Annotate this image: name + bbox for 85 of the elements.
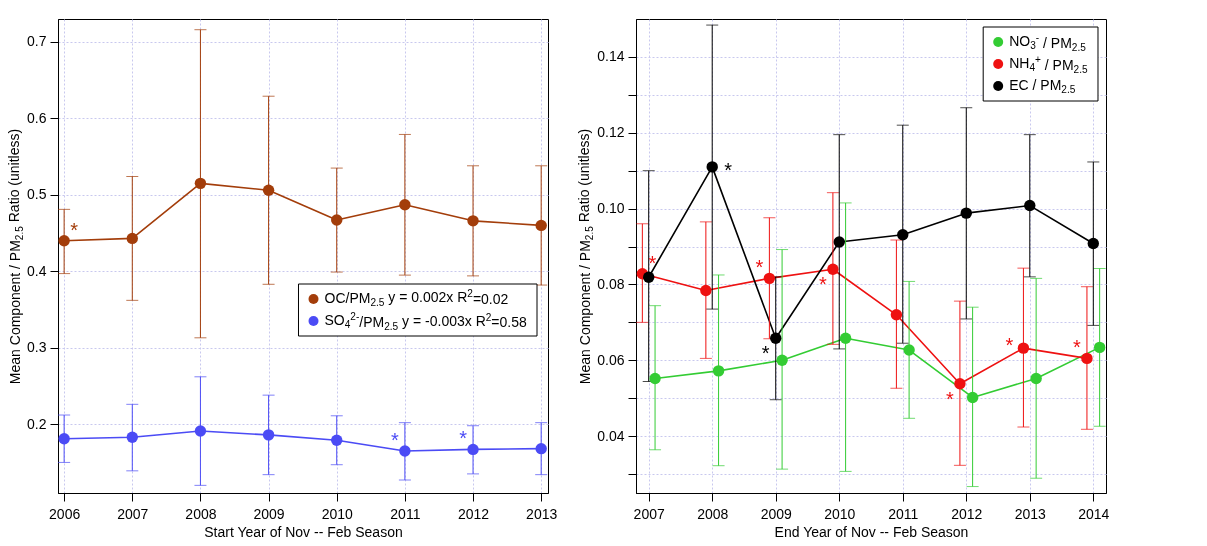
legend-label: OC/PM$_{2.5}$ y = 0.002x R$^{2}$=0.02 xyxy=(324,288,509,309)
point xyxy=(763,272,776,285)
x-tick-label: 2011 xyxy=(888,505,919,522)
legend-label: EC / PM$_{2.5}$ xyxy=(1009,77,1076,96)
annotation: * xyxy=(648,251,657,274)
point xyxy=(649,372,661,385)
annotation: * xyxy=(724,158,733,181)
legend-label: NH$_{4}$$^{+}$ / PM$_{2.5}$ xyxy=(1009,54,1088,75)
x-axis-title: Start Year of Nov -- Feb Season xyxy=(204,523,403,540)
point xyxy=(331,214,343,226)
point xyxy=(399,445,411,457)
y-tick-label: 0.08 xyxy=(597,275,625,292)
point xyxy=(58,433,70,445)
point xyxy=(706,161,718,173)
y-tick-label: 0.04 xyxy=(597,427,625,444)
point xyxy=(827,263,839,275)
y-tick-label: 0.14 xyxy=(597,48,625,65)
annotation: * xyxy=(946,387,955,410)
point xyxy=(1087,237,1099,250)
point xyxy=(58,235,70,247)
y-tick-label: 0.7 xyxy=(27,33,47,50)
point xyxy=(700,284,712,297)
point xyxy=(776,354,788,366)
annotation: * xyxy=(70,218,79,241)
x-axis-title: End Year of Nov -- Feb Season xyxy=(774,523,969,540)
x-tick-label: 2006 xyxy=(49,505,81,522)
point xyxy=(890,309,903,321)
x-tick-label: 2013 xyxy=(1014,505,1047,522)
point xyxy=(839,332,852,344)
x-tick-label: 2009 xyxy=(253,505,285,522)
annotation: * xyxy=(818,273,827,296)
y-tick-label: 0.12 xyxy=(597,124,625,141)
annotation: * xyxy=(1005,334,1014,357)
point xyxy=(262,184,275,196)
point xyxy=(966,391,979,404)
point xyxy=(712,365,725,377)
point xyxy=(903,344,915,356)
x-tick-label: 2014 xyxy=(1078,505,1110,522)
point xyxy=(1017,342,1030,354)
point xyxy=(331,434,343,446)
x-tick-label: 2010 xyxy=(824,505,856,522)
point xyxy=(126,431,138,443)
annotation: * xyxy=(761,342,770,365)
point xyxy=(399,199,411,211)
x-tick-label: 2007 xyxy=(633,505,665,522)
annotation: * xyxy=(390,428,399,451)
point xyxy=(1081,352,1093,365)
point xyxy=(1030,372,1042,385)
x-tick-label: 2011 xyxy=(390,505,421,522)
x-tick-label: 2010 xyxy=(321,505,354,522)
x-tick-label: 2013 xyxy=(526,505,558,522)
x-tick-label: 2012 xyxy=(951,505,983,522)
annotation: * xyxy=(459,427,468,450)
y-tick-label: 0.6 xyxy=(27,109,47,126)
y-tick-label: 0.06 xyxy=(597,351,625,368)
point xyxy=(535,219,547,232)
y-tick-label: 0.4 xyxy=(27,262,47,279)
point xyxy=(1093,341,1106,354)
point xyxy=(770,332,782,344)
y-tick-label: 0.3 xyxy=(27,339,47,356)
point xyxy=(262,429,275,441)
x-tick-label: 2008 xyxy=(185,505,217,522)
point xyxy=(467,443,479,456)
y-tick-label: 0.5 xyxy=(27,186,47,203)
legend-label: NO$_{3}$$^{-}$ / PM$_{2.5}$ xyxy=(1009,32,1087,53)
point xyxy=(897,229,909,241)
point xyxy=(954,378,966,390)
x-tick-label: 2009 xyxy=(760,505,793,522)
x-tick-label: 2008 xyxy=(697,505,729,522)
point xyxy=(194,177,207,190)
annotation: * xyxy=(755,256,764,279)
point xyxy=(643,271,655,283)
point xyxy=(467,215,479,227)
y-tick-label: 0.10 xyxy=(597,200,625,217)
point xyxy=(194,425,207,437)
x-tick-label: 2012 xyxy=(457,505,490,522)
y-tick-label: 0.2 xyxy=(27,415,47,432)
x-tick-label: 2007 xyxy=(117,505,149,522)
annotation: * xyxy=(1073,336,1082,359)
point xyxy=(535,442,547,455)
point xyxy=(126,232,138,245)
point xyxy=(833,236,845,248)
point xyxy=(960,207,972,219)
legend-label: SO$_{4}$$^{2-}$/PM$_{2.5}$ y = -0.003x R$^{2}$=0.58 xyxy=(324,311,527,332)
point xyxy=(1024,199,1036,212)
